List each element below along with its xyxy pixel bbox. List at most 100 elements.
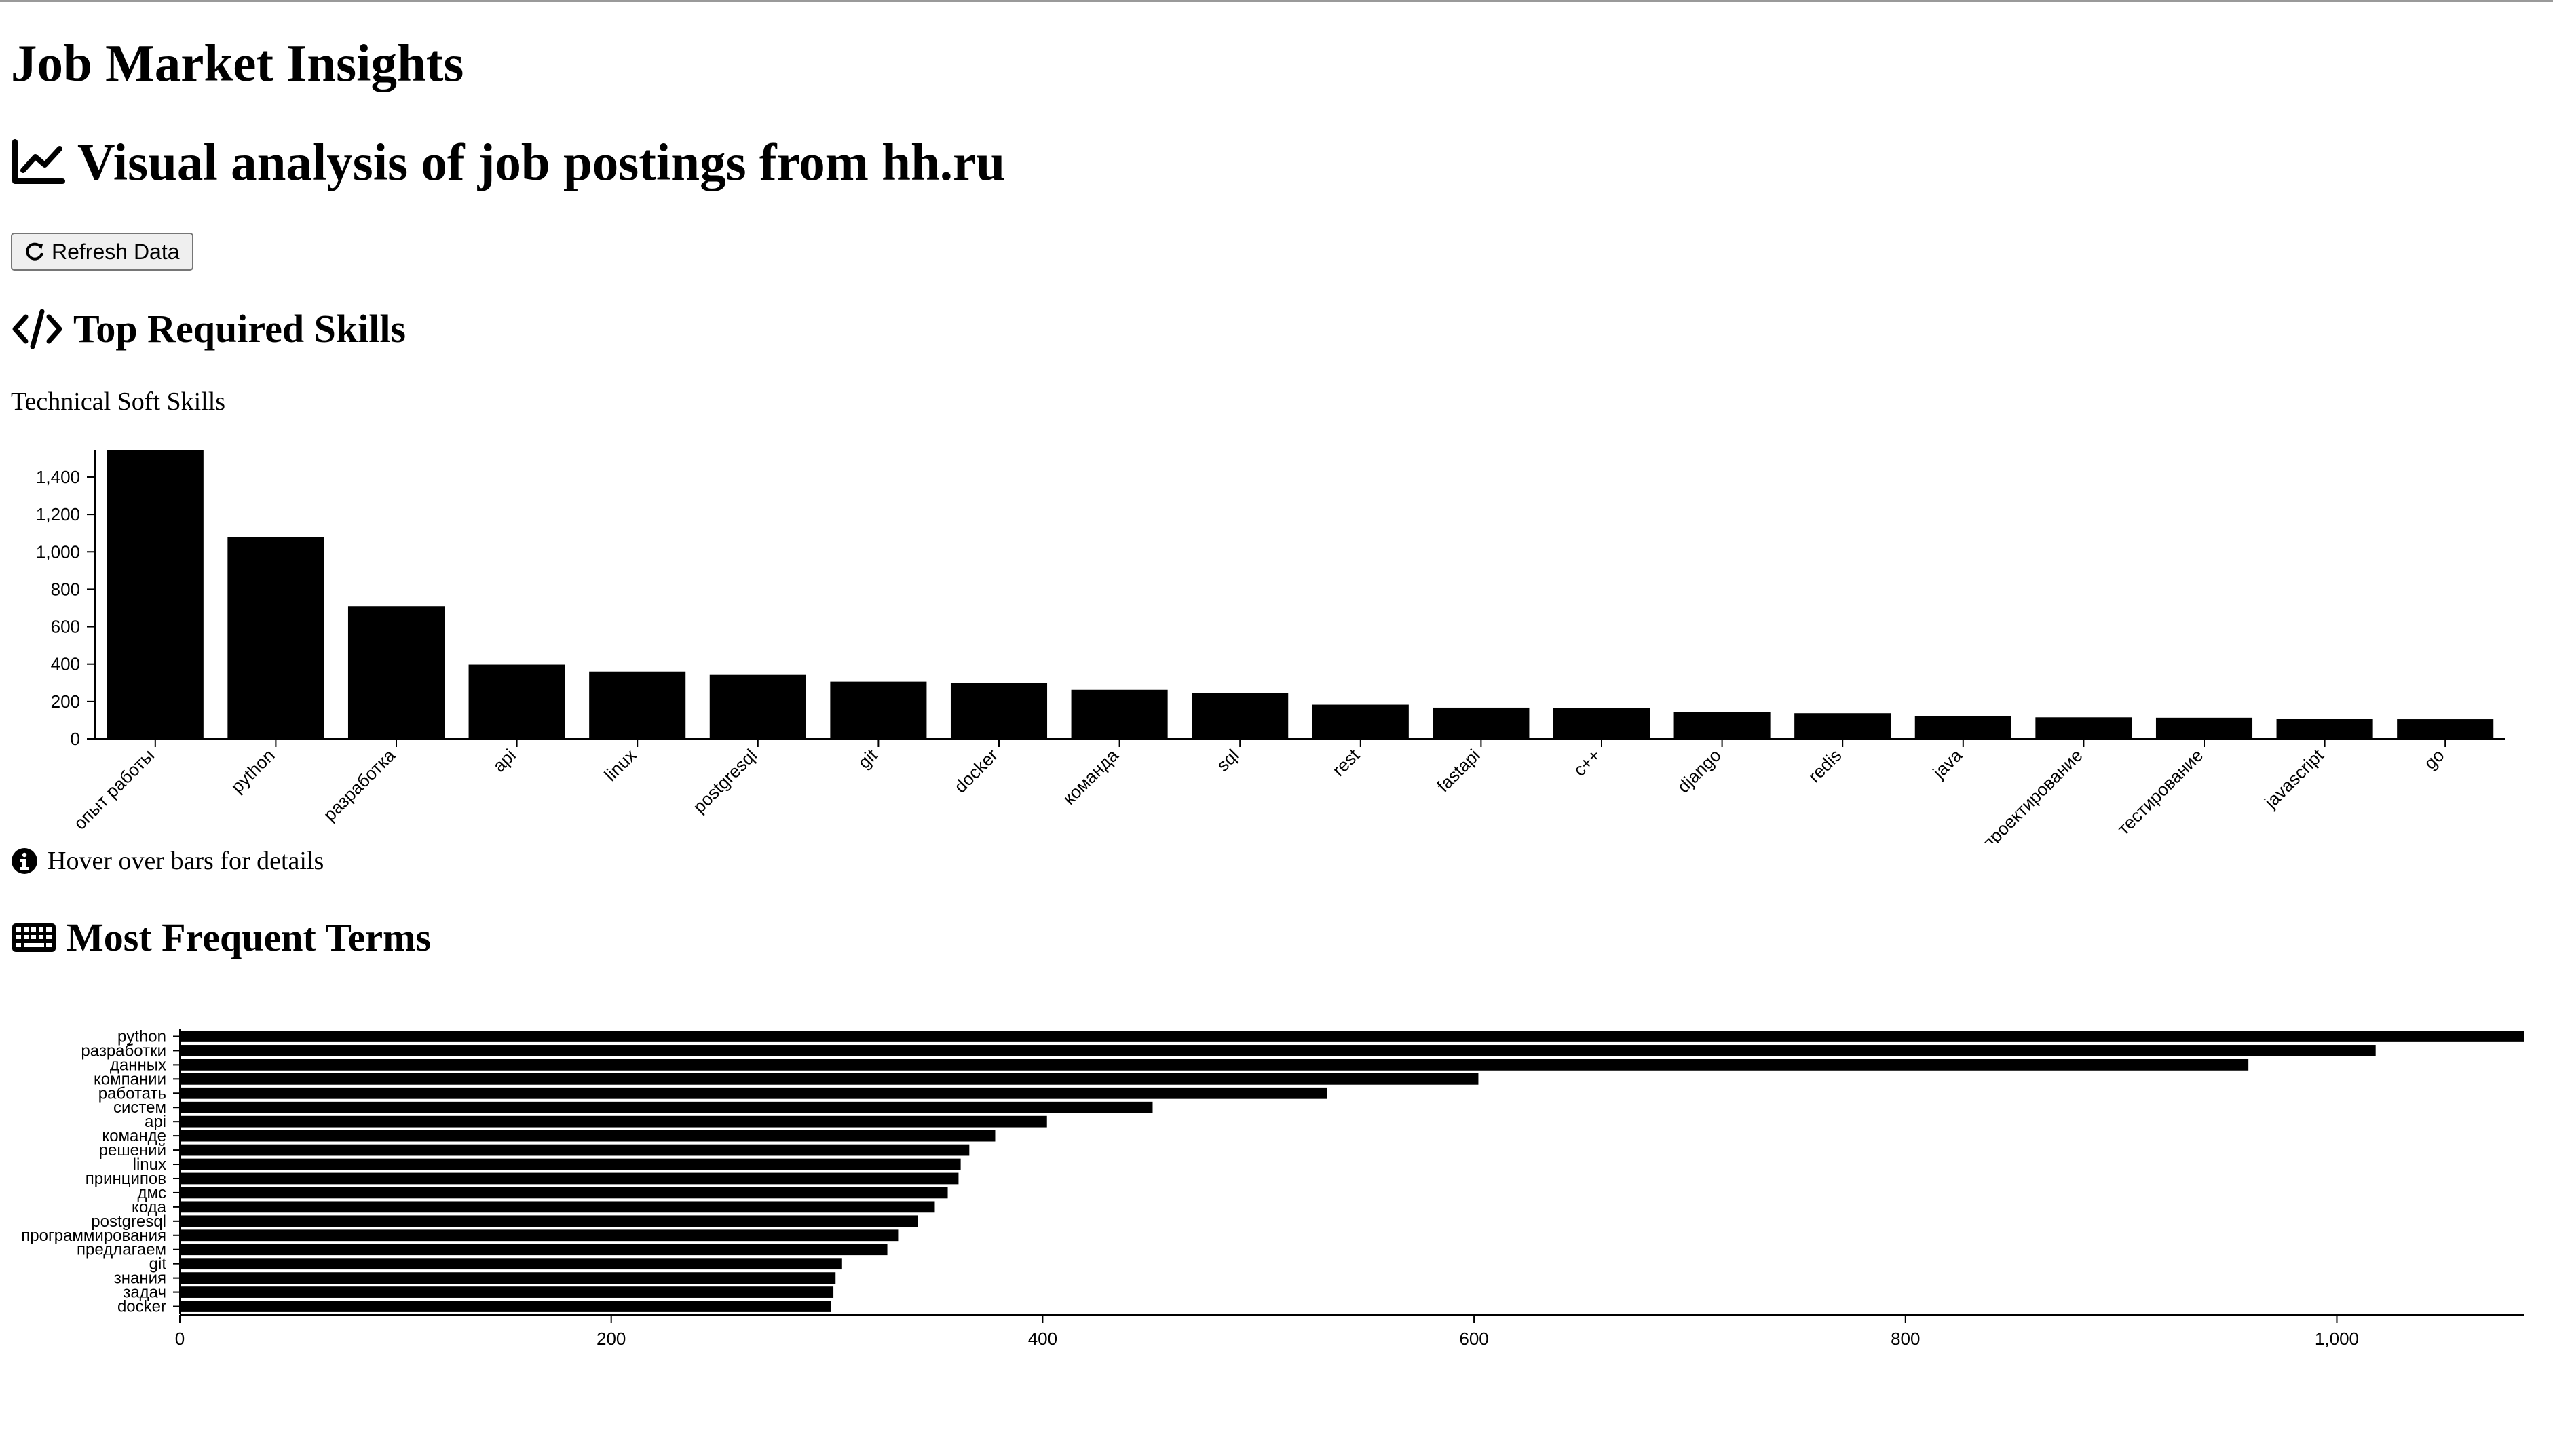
bar-15	[1914, 716, 2011, 739]
page-subtitle: Visual analysis of job postings from hh.…	[11, 136, 1005, 189]
y-tick-label: linux	[133, 1155, 166, 1174]
y-tick-label: дмс	[137, 1184, 166, 1202]
x-tick-label: опыт работы	[69, 745, 158, 834]
y-tick-label: 600	[51, 617, 80, 637]
skills-filter-label: Technical Soft Skills	[11, 387, 226, 416]
bar-3	[180, 1073, 1479, 1085]
page-title: Job Market Insights	[11, 34, 464, 92]
bar-3	[468, 664, 565, 739]
bar-11	[1433, 707, 1530, 739]
x-tick-label: 0	[175, 1328, 185, 1349]
bar-14	[180, 1229, 899, 1242]
terms-bar-chart: pythonразработкиданныхкомпанииработатьси…	[21, 1027, 2524, 1349]
bar-8	[1071, 689, 1168, 739]
chart-line-icon	[11, 138, 65, 187]
x-tick-label: fastapi	[1433, 745, 1483, 796]
y-tick-label: знания	[114, 1269, 166, 1288]
skills-bar-chart: 0 200 400 600 800 1,000 1,200 1,400 опыт работы p…	[36, 450, 2505, 843]
refresh-button[interactable]: Refresh Data	[11, 233, 193, 271]
bar-12	[1553, 708, 1650, 739]
bar-19	[2397, 719, 2494, 739]
y-tick-label: 1,400	[36, 467, 80, 487]
y-tick-label: 800	[51, 579, 80, 599]
x-tick-label: sql	[1213, 745, 1243, 775]
bar-5	[709, 674, 806, 739]
bar-1	[227, 537, 324, 739]
keyboard-icon	[11, 921, 57, 955]
bar-8	[180, 1144, 970, 1156]
bar-1	[180, 1045, 2376, 1056]
bar-12	[180, 1201, 935, 1213]
x-tick-label: 600	[1459, 1328, 1488, 1349]
bar-13	[1673, 712, 1771, 739]
y-tick-label: 1,200	[36, 504, 80, 524]
y-tick-label: разработки	[81, 1041, 166, 1060]
bar-6	[180, 1115, 1047, 1128]
x-tick-label: команда	[1059, 745, 1122, 809]
bar-6	[830, 681, 927, 739]
x-tick-label: 1,000	[2315, 1328, 2359, 1349]
x-tick-label: java	[1928, 745, 1966, 783]
bar-2	[347, 606, 445, 739]
x-tick-label: javascript	[2260, 744, 2328, 812]
bar-14	[1794, 713, 1891, 739]
x-tick-label: docker	[950, 745, 1002, 797]
bar-18	[2276, 719, 2373, 739]
y-tick-label: api	[145, 1113, 166, 1131]
x-tick-label: тестирование	[2113, 745, 2207, 839]
x-tick-label: go	[2420, 745, 2448, 773]
y-tick-label: python	[117, 1027, 166, 1046]
x-tick-label: проектирование	[1978, 745, 2087, 843]
x-tick-label: api	[489, 745, 520, 776]
y-tick-label: принципов	[86, 1170, 166, 1188]
bar-18	[180, 1286, 834, 1298]
x-tick-label: django	[1673, 745, 1724, 797]
y-tick-label: 200	[51, 691, 80, 712]
bar-16	[180, 1258, 842, 1270]
bar-2	[180, 1058, 2249, 1071]
bar-0	[180, 1031, 2524, 1042]
bar-17	[2155, 717, 2253, 739]
y-tick-label: компании	[94, 1070, 166, 1088]
y-tick-label: git	[149, 1255, 167, 1273]
terms-section-title: Most Frequent Terms	[11, 918, 431, 957]
x-tick-label: linux	[600, 745, 640, 785]
y-tick-label: postgresql	[91, 1212, 166, 1231]
y-tick-label: программирования	[21, 1227, 166, 1245]
bar-10	[1312, 704, 1409, 739]
subtitle-text: Visual analysis of job postings from hh.…	[77, 133, 1006, 191]
refresh-icon	[24, 242, 45, 262]
y-tick-label: кода	[132, 1198, 167, 1216]
x-tick-label: 400	[1028, 1328, 1057, 1349]
bar-7	[180, 1130, 996, 1142]
x-tick-label: 800	[1891, 1328, 1920, 1349]
x-tick-label: redis	[1804, 745, 1845, 786]
y-tick-label: 400	[51, 654, 80, 674]
bar-10	[180, 1172, 959, 1185]
bar-13	[180, 1215, 918, 1227]
hover-hint: Hover over bars for details	[11, 847, 324, 875]
x-tick-label: postgresql	[689, 745, 761, 817]
info-icon	[11, 847, 38, 875]
bar-7	[950, 683, 1048, 739]
bar-0	[107, 450, 204, 739]
bar-19	[180, 1301, 831, 1312]
bar-16	[2035, 717, 2132, 739]
terms-section-title-text: Most Frequent Terms	[67, 915, 432, 959]
skills-section-title-text: Top Required Skills	[73, 307, 406, 351]
skills-section-title: Top Required Skills	[11, 309, 406, 349]
bar-11	[180, 1187, 948, 1199]
y-tick-label: docker	[117, 1298, 166, 1316]
y-tick-label: предлагаем	[77, 1241, 166, 1259]
y-tick-label: систем	[113, 1098, 166, 1117]
x-tick-label: 200	[597, 1328, 626, 1349]
bar-9	[1192, 693, 1289, 739]
y-tick-label: работать	[98, 1084, 166, 1103]
y-tick-label: команде	[102, 1127, 166, 1145]
x-tick-label: разработка	[319, 745, 399, 825]
bar-9	[180, 1158, 961, 1170]
hover-hint-text: Hover over bars for details	[48, 847, 324, 875]
x-tick-label: c++	[1569, 745, 1604, 780]
x-tick-label: git	[854, 744, 882, 772]
bar-4	[180, 1087, 1327, 1099]
